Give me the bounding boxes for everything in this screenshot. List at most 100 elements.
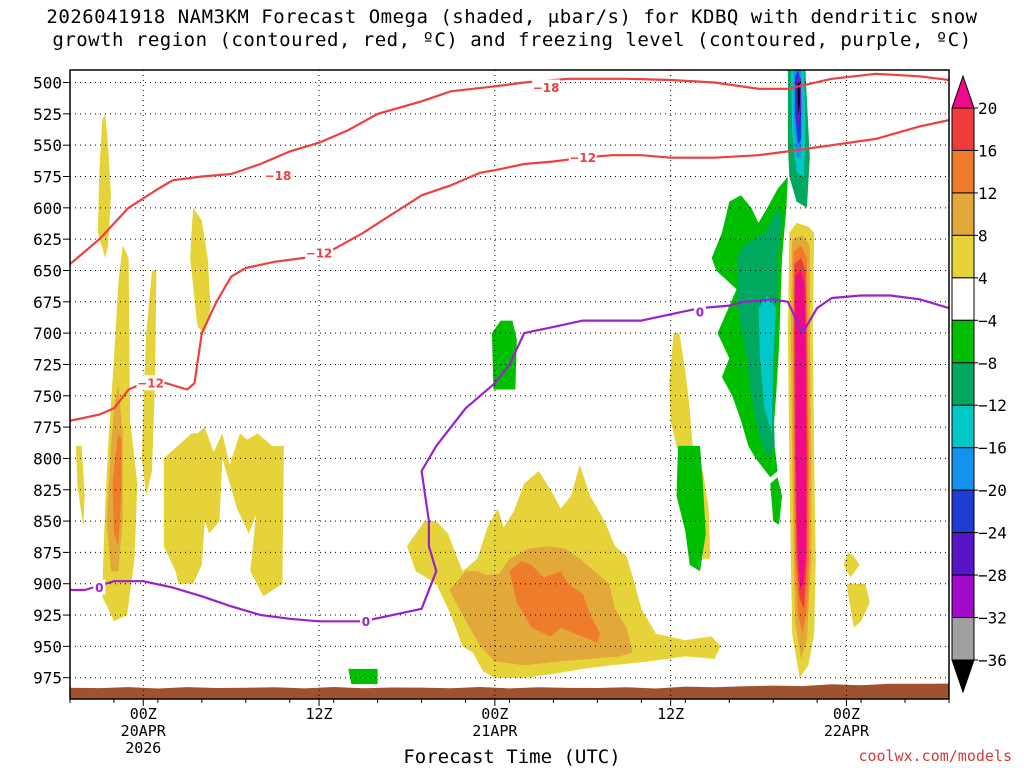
colorbar-label-5: −4 <box>978 311 997 330</box>
omega-region-2 <box>75 445 85 528</box>
colorbar-label-10: −24 <box>978 524 1007 543</box>
x-tick-label-0: 00Z <box>130 705 157 723</box>
omega-region-17 <box>676 445 706 572</box>
colorbar-seg-12 <box>951 574 975 619</box>
y-tick-label-775: 775 <box>33 418 62 437</box>
contour-label-bg-6 <box>359 613 372 629</box>
colorbar-seg-2 <box>951 149 975 194</box>
omega-region-15 <box>348 668 378 684</box>
omega-region-7 <box>669 333 693 471</box>
x-tick-date-0: 20APR <box>121 722 167 740</box>
omega-region-9 <box>843 552 860 578</box>
y-tick-label-900: 900 <box>33 575 62 594</box>
chart-title-line1: 2026041918 NAM3KM Forecast Omega (shaded… <box>46 6 978 28</box>
colorbar-seg-5 <box>951 277 975 321</box>
y-tick-label-925: 925 <box>33 606 62 625</box>
omega-region-14 <box>509 561 601 643</box>
x-tick-date-4: 22APR <box>824 722 870 740</box>
omega-region-13 <box>112 433 122 547</box>
y-tick-label-625: 625 <box>33 230 62 249</box>
y-tick-label-800: 800 <box>33 449 62 468</box>
contour-label-bg-3 <box>305 244 334 260</box>
contour-label-3: −12 <box>306 246 333 260</box>
y-tick-label-850: 850 <box>33 512 62 531</box>
omega-region-33 <box>795 270 807 590</box>
x-tick-label-3: 12Z <box>657 705 684 723</box>
colorbar-seg-11 <box>951 532 975 576</box>
contour-label-bg-0 <box>532 79 561 95</box>
colorbar-seg-3 <box>951 192 975 236</box>
y-tick-label-500: 500 <box>33 74 62 93</box>
y-tick-label-550: 550 <box>33 136 62 155</box>
contour-labels: −18 −18 −12 −12 −12 0 0 0 <box>93 79 706 629</box>
colorbar-seg-6 <box>951 319 975 364</box>
contour-label-bg-7 <box>693 303 706 319</box>
colorbar-label-11: −28 <box>978 566 1007 585</box>
omega-region-5 <box>163 427 284 597</box>
x-tick-year-0: 2026 <box>125 739 161 757</box>
colorbar-seg-8 <box>951 404 975 449</box>
x-axis-title: Forecast Time (UTC) <box>403 746 621 768</box>
contour-label-bg-2 <box>568 149 597 165</box>
x-tick-label-4: 00Z <box>833 705 860 723</box>
y-tick-label-750: 750 <box>33 387 62 406</box>
colorbar-seg-4 <box>951 234 975 279</box>
omega-region-28 <box>797 82 800 117</box>
colorbar-seg-10 <box>951 489 975 534</box>
chart-title-line2: growth region (contoured, red, ºC) and f… <box>52 29 972 51</box>
colorbar-top-arrow <box>951 74 975 109</box>
y-tick-label-600: 600 <box>33 199 62 218</box>
omega-region-19 <box>770 477 782 525</box>
terrain-fill <box>70 683 949 699</box>
contour-label-1: −18 <box>265 169 292 183</box>
colorbar-label-12: −32 <box>978 609 1007 628</box>
contour-dgz_upper_-18 <box>70 72 949 266</box>
contour-label-2: −12 <box>569 151 596 165</box>
colorbar-label-1: 16 <box>978 141 997 160</box>
omega-region-10 <box>846 583 870 628</box>
y-tick-label-700: 700 <box>33 324 62 343</box>
omega-region-0 <box>97 113 111 258</box>
y-tick-label-575: 575 <box>33 168 62 187</box>
x-tick-label-2: 00Z <box>481 705 508 723</box>
y-tick-label-725: 725 <box>33 355 62 374</box>
colorbar-seg-1 <box>951 107 975 151</box>
x-tick-date-2: 21APR <box>472 722 518 740</box>
colorbar-seg-13 <box>951 617 975 661</box>
contour-label-5: 0 <box>95 581 103 595</box>
colorbar-label-8: −16 <box>978 439 1007 458</box>
colorbar-seg-9 <box>951 447 975 491</box>
contour-freezing_0 <box>70 294 949 623</box>
colorbar-label-2: 12 <box>978 184 997 203</box>
contour-label-bg-1 <box>264 167 293 183</box>
y-tick-label-825: 825 <box>33 481 62 500</box>
colorbar-label-9: −20 <box>978 481 1007 500</box>
colorbar-label-3: 8 <box>978 226 988 245</box>
colorbar-label-0: 20 <box>978 99 997 118</box>
y-tick-label-525: 525 <box>33 105 62 124</box>
colorbar: 20 16 12 8 4 −4 −8 −12 −16 −20 −24 −28 −32 −36 <box>951 74 1007 694</box>
contour-label-bg-4 <box>136 375 165 391</box>
colorbar-label-7: −12 <box>978 396 1007 415</box>
contour-label-4: −12 <box>137 377 164 391</box>
contour-lines <box>70 72 949 623</box>
y-tick-label-650: 650 <box>33 261 62 280</box>
y-tick-label-975: 975 <box>33 669 62 688</box>
contour-label-bg-5 <box>93 579 106 595</box>
colorbar-label-4: 4 <box>978 269 988 288</box>
y-tick-label-950: 950 <box>33 637 62 656</box>
contour-label-6: 0 <box>362 615 370 629</box>
colorbar-label-13: −36 <box>978 651 1007 670</box>
y-tick-label-675: 675 <box>33 293 62 312</box>
contour-dgz_lower_-12 <box>70 119 949 422</box>
contour-label-7: 0 <box>696 305 704 319</box>
omega-region-16 <box>491 320 517 390</box>
y-tick-label-875: 875 <box>33 543 62 562</box>
y-axis: 500 525 550 575 600 625 650 675 700 725 750 775 800 8… <box>33 74 70 688</box>
colorbar-label-6: −8 <box>978 354 997 373</box>
contour-label-0: −18 <box>533 81 560 95</box>
colorbar-seg-7 <box>951 362 975 406</box>
colorbar-bottom-arrow <box>951 659 975 694</box>
